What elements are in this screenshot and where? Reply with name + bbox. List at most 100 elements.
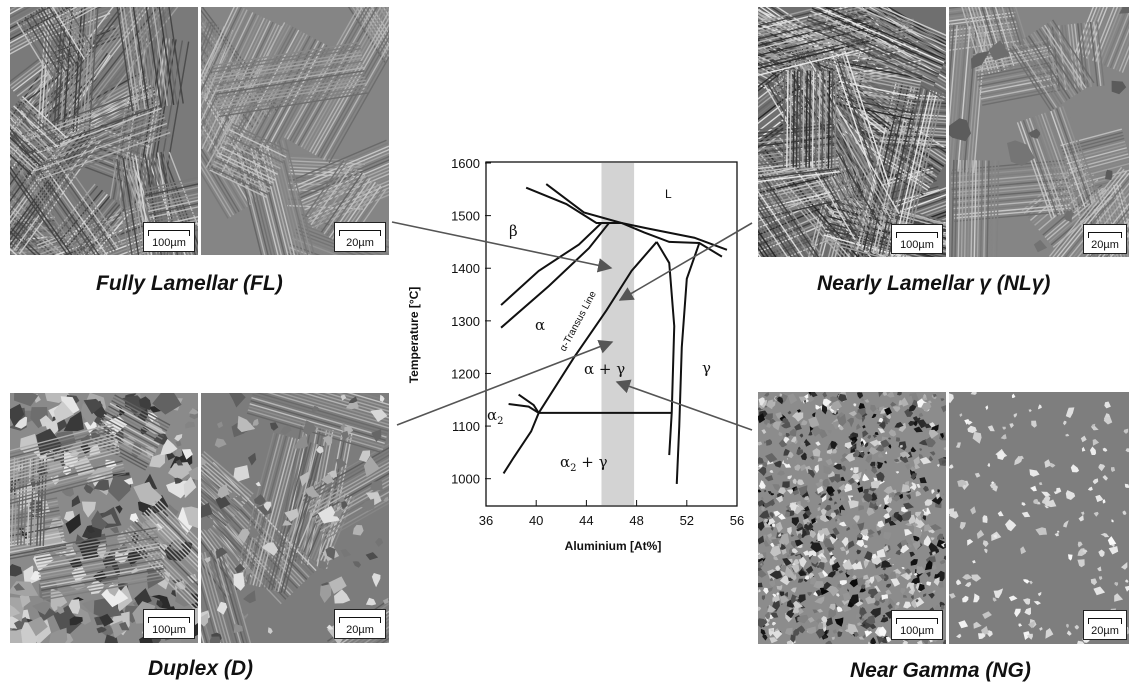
grain (912, 540, 921, 551)
lamella (957, 159, 961, 257)
grain (10, 564, 23, 577)
lamella (1080, 22, 1089, 88)
grain (819, 478, 824, 483)
lamella (66, 195, 111, 248)
grain (769, 629, 774, 632)
y-tick-label: 1200 (451, 366, 480, 381)
lamella (127, 527, 198, 600)
grain (822, 398, 832, 408)
grain (316, 445, 324, 454)
grain (984, 548, 988, 554)
grain (1093, 511, 1099, 517)
lamella (34, 122, 168, 172)
grain (1080, 435, 1087, 443)
grain (770, 493, 775, 496)
grain (805, 440, 811, 447)
grain (888, 429, 897, 437)
lamella (10, 123, 48, 160)
grain (815, 589, 822, 597)
grain (910, 473, 917, 480)
lamella (147, 507, 198, 559)
grain (175, 448, 183, 458)
grain (773, 510, 781, 517)
grain (908, 395, 913, 404)
grain (793, 628, 800, 636)
lamella (17, 111, 116, 251)
grain (853, 403, 857, 407)
grain (1111, 467, 1116, 472)
grain (929, 529, 935, 534)
lamella (145, 186, 198, 200)
grain (1125, 448, 1129, 453)
grain (888, 437, 892, 440)
grain (1124, 483, 1129, 488)
grain (808, 430, 813, 436)
scale-bar: 100µm (143, 609, 195, 639)
lamella (821, 41, 873, 193)
grain (940, 405, 946, 413)
phase-label-liquid: L (665, 187, 672, 201)
lamella (10, 469, 126, 502)
lamella (823, 7, 946, 61)
grain (825, 515, 830, 520)
grain (828, 551, 833, 556)
grain (804, 521, 814, 531)
lamella (22, 251, 59, 255)
grain (759, 400, 768, 408)
grain (913, 426, 923, 433)
grain (893, 511, 899, 519)
lamella (1052, 19, 1095, 84)
lamella (20, 109, 119, 250)
grain (882, 392, 887, 396)
lamella (40, 7, 77, 65)
lamella (252, 437, 294, 586)
grain (915, 490, 922, 497)
grain (1005, 519, 1017, 532)
grain (916, 565, 926, 575)
lamella (211, 48, 361, 73)
lamella (10, 466, 125, 498)
grain (821, 527, 831, 537)
grain (334, 589, 351, 604)
grain (982, 611, 992, 619)
grain (894, 422, 904, 428)
grain (764, 392, 770, 397)
lamella (261, 439, 303, 588)
lamella (758, 37, 837, 69)
grain (1044, 459, 1052, 468)
lamella (1040, 113, 1077, 211)
grain (909, 488, 916, 493)
grain (63, 411, 84, 432)
lamella (758, 161, 839, 173)
grain (1008, 595, 1018, 602)
scale-bar: 20µm (334, 609, 386, 639)
grain (861, 498, 867, 503)
lamella (201, 17, 266, 150)
grain (881, 593, 888, 600)
grain (886, 413, 892, 420)
x-tick-label: 36 (479, 513, 493, 528)
lamella (758, 35, 876, 67)
lamella (10, 213, 56, 255)
lamella (10, 429, 115, 459)
alpha2-upper-curve (508, 402, 540, 414)
lamella (33, 119, 167, 169)
phase-label-alpha2: α2 (487, 406, 504, 427)
grain (19, 433, 39, 455)
grain (1011, 393, 1016, 398)
lamella (1016, 122, 1053, 219)
grain (884, 407, 892, 416)
lamella (42, 577, 166, 601)
grain (152, 393, 182, 415)
grain (958, 620, 969, 629)
grain (1044, 505, 1049, 509)
lamella (861, 116, 946, 124)
lamella (1069, 162, 1129, 181)
grain (204, 556, 211, 563)
grain (1014, 608, 1021, 618)
grain (810, 576, 817, 585)
lamella (201, 507, 225, 529)
grain (365, 597, 377, 606)
lamella (10, 463, 124, 495)
phase-label-alpha-gamma: α + γ (584, 360, 625, 378)
